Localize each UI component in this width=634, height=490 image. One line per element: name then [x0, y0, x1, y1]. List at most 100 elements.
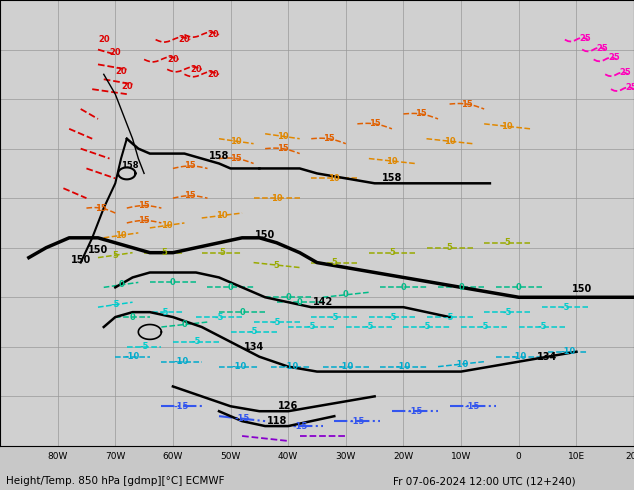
- Text: 158: 158: [382, 173, 402, 183]
- Text: 10: 10: [115, 231, 127, 240]
- Text: 15: 15: [95, 203, 107, 213]
- Text: 60W: 60W: [163, 452, 183, 462]
- Text: -5: -5: [306, 322, 316, 332]
- Text: -15: -15: [292, 421, 307, 431]
- Text: 15: 15: [138, 201, 150, 210]
- Text: 20: 20: [110, 48, 121, 56]
- Text: 10W: 10W: [451, 452, 471, 462]
- Text: -10: -10: [453, 360, 469, 368]
- Text: 20: 20: [207, 70, 219, 79]
- Text: 25: 25: [619, 68, 631, 77]
- Text: -5: -5: [364, 322, 373, 332]
- Text: 15: 15: [461, 99, 473, 109]
- Text: 40W: 40W: [278, 452, 299, 462]
- Text: 15: 15: [184, 191, 196, 200]
- Text: 150: 150: [255, 230, 275, 240]
- Text: -10: -10: [283, 362, 299, 371]
- Text: 20: 20: [167, 55, 179, 64]
- Text: -5: -5: [139, 343, 149, 351]
- Text: 20E: 20E: [626, 452, 634, 462]
- Text: 10: 10: [161, 221, 173, 230]
- Text: -10: -10: [174, 357, 189, 366]
- Text: -5: -5: [445, 313, 455, 321]
- Text: 25: 25: [597, 44, 608, 52]
- Text: 5: 5: [332, 258, 337, 267]
- Text: -5: -5: [387, 313, 397, 321]
- Text: 10E: 10E: [568, 452, 585, 462]
- Text: 0: 0: [118, 280, 124, 290]
- Text: 20: 20: [115, 67, 127, 76]
- Text: 20: 20: [121, 82, 133, 91]
- Text: -5: -5: [560, 303, 569, 312]
- Text: 20: 20: [98, 35, 110, 44]
- Text: 0: 0: [516, 452, 522, 462]
- Text: -5: -5: [272, 318, 281, 326]
- Text: 10: 10: [386, 156, 398, 166]
- Text: 158: 158: [209, 151, 230, 161]
- Text: 126: 126: [278, 401, 299, 411]
- Text: -5: -5: [160, 308, 169, 317]
- Text: 15: 15: [369, 120, 380, 128]
- Text: 0: 0: [285, 293, 291, 302]
- Text: 10: 10: [231, 137, 242, 146]
- Text: -10: -10: [338, 362, 353, 371]
- Text: -10: -10: [125, 352, 140, 361]
- Text: 118: 118: [266, 416, 287, 426]
- Text: 5: 5: [219, 248, 225, 257]
- Text: -5: -5: [537, 322, 547, 332]
- Text: -5: -5: [330, 313, 339, 321]
- Text: -15: -15: [465, 402, 481, 411]
- Text: 5: 5: [274, 261, 280, 270]
- Text: -10: -10: [511, 352, 526, 361]
- Text: 10: 10: [328, 174, 340, 183]
- Text: 0: 0: [170, 278, 176, 287]
- Text: 158: 158: [121, 161, 138, 171]
- Text: -10: -10: [231, 362, 247, 371]
- Text: 25: 25: [625, 83, 634, 92]
- Text: -5: -5: [110, 300, 120, 309]
- Text: -5: -5: [191, 337, 201, 346]
- Text: 134: 134: [243, 342, 264, 352]
- Text: 0: 0: [228, 283, 233, 292]
- Text: 15: 15: [323, 134, 334, 143]
- Text: 15: 15: [230, 154, 242, 163]
- Text: 15: 15: [184, 162, 196, 171]
- Text: 15: 15: [276, 144, 288, 153]
- Text: 0: 0: [401, 283, 406, 292]
- Text: 0: 0: [516, 283, 522, 292]
- Text: 70W: 70W: [105, 452, 126, 462]
- Text: 150: 150: [572, 284, 592, 294]
- Text: 150: 150: [88, 245, 108, 255]
- Text: 10: 10: [501, 122, 513, 131]
- Text: 5: 5: [389, 248, 395, 257]
- Text: 5: 5: [504, 238, 510, 247]
- Text: -15: -15: [350, 416, 365, 426]
- Text: 5: 5: [112, 251, 118, 260]
- Text: -5: -5: [249, 327, 258, 337]
- Text: -10: -10: [396, 362, 411, 371]
- Text: 10: 10: [216, 211, 228, 220]
- Text: 20: 20: [179, 35, 190, 44]
- Text: 20W: 20W: [393, 452, 413, 462]
- Text: 10: 10: [271, 194, 283, 203]
- Text: 15: 15: [415, 109, 427, 119]
- Text: 25: 25: [579, 34, 591, 43]
- Text: 50W: 50W: [221, 452, 241, 462]
- Text: 134: 134: [538, 352, 558, 362]
- Text: 0: 0: [239, 308, 245, 317]
- Text: 80W: 80W: [48, 452, 68, 462]
- Text: -5: -5: [479, 322, 489, 332]
- Text: 15: 15: [138, 216, 150, 225]
- Text: Height/Temp. 850 hPa [gdmp][°C] ECMWF: Height/Temp. 850 hPa [gdmp][°C] ECMWF: [6, 476, 225, 486]
- Text: 150: 150: [70, 255, 91, 265]
- Text: -5: -5: [503, 308, 512, 317]
- Text: 0: 0: [343, 290, 349, 299]
- Text: -10: -10: [560, 347, 575, 356]
- Text: 5: 5: [446, 243, 453, 252]
- Text: 10: 10: [276, 132, 288, 141]
- Text: 0: 0: [458, 283, 464, 292]
- Text: -5: -5: [422, 322, 431, 332]
- Text: 0: 0: [181, 320, 187, 329]
- Text: -15: -15: [235, 414, 250, 423]
- Text: 0: 0: [297, 298, 302, 307]
